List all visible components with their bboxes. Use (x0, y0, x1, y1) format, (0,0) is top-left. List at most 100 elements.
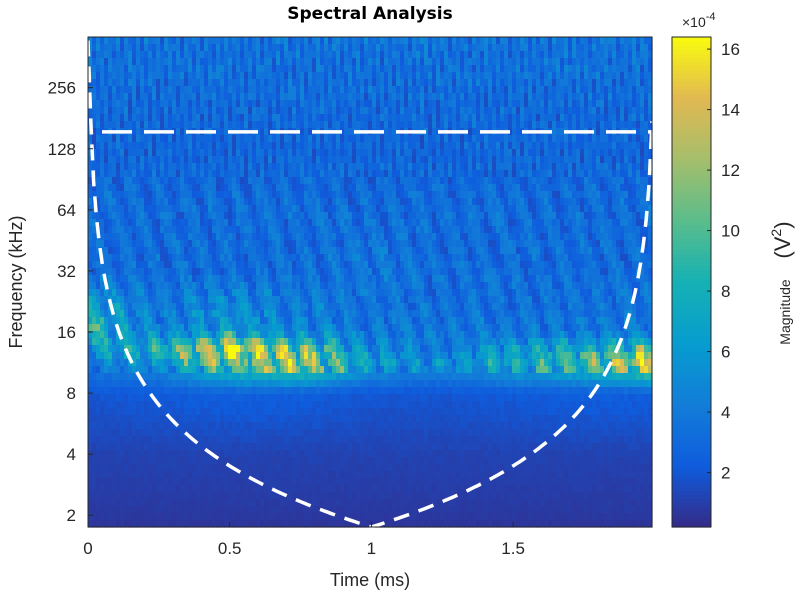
heatmap-cell (132, 240, 137, 248)
heatmap-cell (448, 114, 453, 122)
heatmap-cell (588, 233, 593, 241)
heatmap-cell (408, 135, 413, 143)
heatmap-cell (208, 170, 213, 178)
heatmap-cell (448, 51, 453, 59)
heatmap-cell (472, 261, 477, 269)
heatmap-cell (256, 177, 261, 185)
heatmap-cell (236, 65, 241, 73)
heatmap-cell (600, 177, 605, 185)
heatmap-cell (452, 254, 457, 262)
heatmap-cell (536, 254, 541, 262)
heatmap-cell (96, 254, 101, 262)
heatmap-cell (220, 51, 225, 59)
heatmap-cell (280, 177, 285, 185)
heatmap-cell (428, 65, 433, 73)
heatmap-cell (604, 184, 609, 192)
heatmap-cell (348, 65, 353, 73)
heatmap-cell (116, 93, 121, 101)
heatmap-cell (488, 149, 493, 157)
heatmap-cell (268, 142, 273, 150)
heatmap-cell (612, 177, 617, 185)
heatmap-cell (344, 100, 349, 108)
heatmap-cell (232, 219, 237, 227)
heatmap-cell (620, 268, 625, 276)
heatmap-cell (476, 163, 481, 171)
heatmap-cell (196, 191, 201, 199)
heatmap-cell (256, 282, 261, 290)
heatmap-cell (92, 240, 97, 248)
heatmap-cell (492, 247, 497, 255)
heatmap-cell (396, 163, 401, 171)
heatmap-cell (148, 114, 153, 122)
heatmap-cell (620, 37, 625, 45)
heatmap-cell (388, 44, 393, 52)
heatmap-cell (228, 198, 233, 206)
heatmap-cell (648, 51, 653, 59)
heatmap-cell (164, 72, 169, 80)
heatmap-cell (300, 261, 305, 269)
heatmap-cell (420, 149, 425, 157)
heatmap-cell (288, 240, 293, 248)
heatmap-cell (212, 149, 217, 157)
heatmap-cell (204, 282, 209, 290)
heatmap-cell (144, 177, 149, 185)
heatmap-cell (292, 254, 297, 262)
heatmap-cell (216, 149, 221, 157)
heatmap-cell (416, 191, 421, 199)
heatmap-cell (400, 191, 405, 199)
heatmap-cell (376, 65, 381, 73)
heatmap-cell (188, 184, 193, 192)
heatmap-cell (444, 114, 449, 122)
heatmap-cell (428, 212, 433, 220)
heatmap-cell (264, 261, 269, 269)
heatmap-cell (208, 226, 213, 234)
heatmap-cell (648, 107, 653, 115)
heatmap-cell (424, 114, 429, 122)
heatmap-cell (400, 177, 405, 185)
heatmap-cell (448, 261, 453, 269)
heatmap-cell (432, 191, 437, 199)
heatmap-cell (216, 247, 221, 255)
heatmap-cell (148, 79, 153, 87)
heatmap-cell (92, 128, 97, 136)
heatmap-cell (344, 261, 349, 269)
heatmap-cell (488, 156, 493, 164)
heatmap-cell (468, 247, 473, 255)
heatmap-cell (200, 163, 205, 171)
heatmap-cell (576, 170, 581, 178)
heatmap-cell (132, 191, 137, 199)
heatmap-cell (108, 177, 113, 185)
heatmap-cell (144, 226, 149, 234)
heatmap-cell (392, 51, 397, 59)
heatmap-cell (172, 184, 177, 192)
heatmap-cell (532, 142, 537, 150)
heatmap-cell (208, 184, 213, 192)
heatmap-cell (420, 114, 425, 122)
heatmap-cell (296, 163, 301, 171)
heatmap-cell (576, 37, 581, 45)
heatmap-cell (476, 142, 481, 150)
heatmap-cell (204, 198, 209, 206)
heatmap-cell (392, 226, 397, 234)
heatmap-cell (384, 226, 389, 234)
heatmap-cell (240, 282, 245, 290)
heatmap-cell (556, 114, 561, 122)
heatmap-cell (512, 79, 517, 87)
heatmap-cell (540, 240, 545, 248)
heatmap-cell (176, 191, 181, 199)
heatmap-cell (332, 72, 337, 80)
heatmap-cell (484, 233, 489, 241)
heatmap-cell (644, 268, 649, 276)
heatmap-cell (596, 163, 601, 171)
heatmap-cell (268, 282, 273, 290)
heatmap-cell (536, 261, 541, 269)
heatmap-cell (312, 142, 317, 150)
heatmap-cell (144, 37, 149, 45)
heatmap-cell (552, 177, 557, 185)
heatmap-cell (444, 100, 449, 108)
heatmap-cell (180, 79, 185, 87)
heatmap-cell (440, 254, 445, 262)
heatmap-cell (536, 58, 541, 66)
heatmap-cell (276, 44, 281, 52)
heatmap-cell (140, 156, 145, 164)
